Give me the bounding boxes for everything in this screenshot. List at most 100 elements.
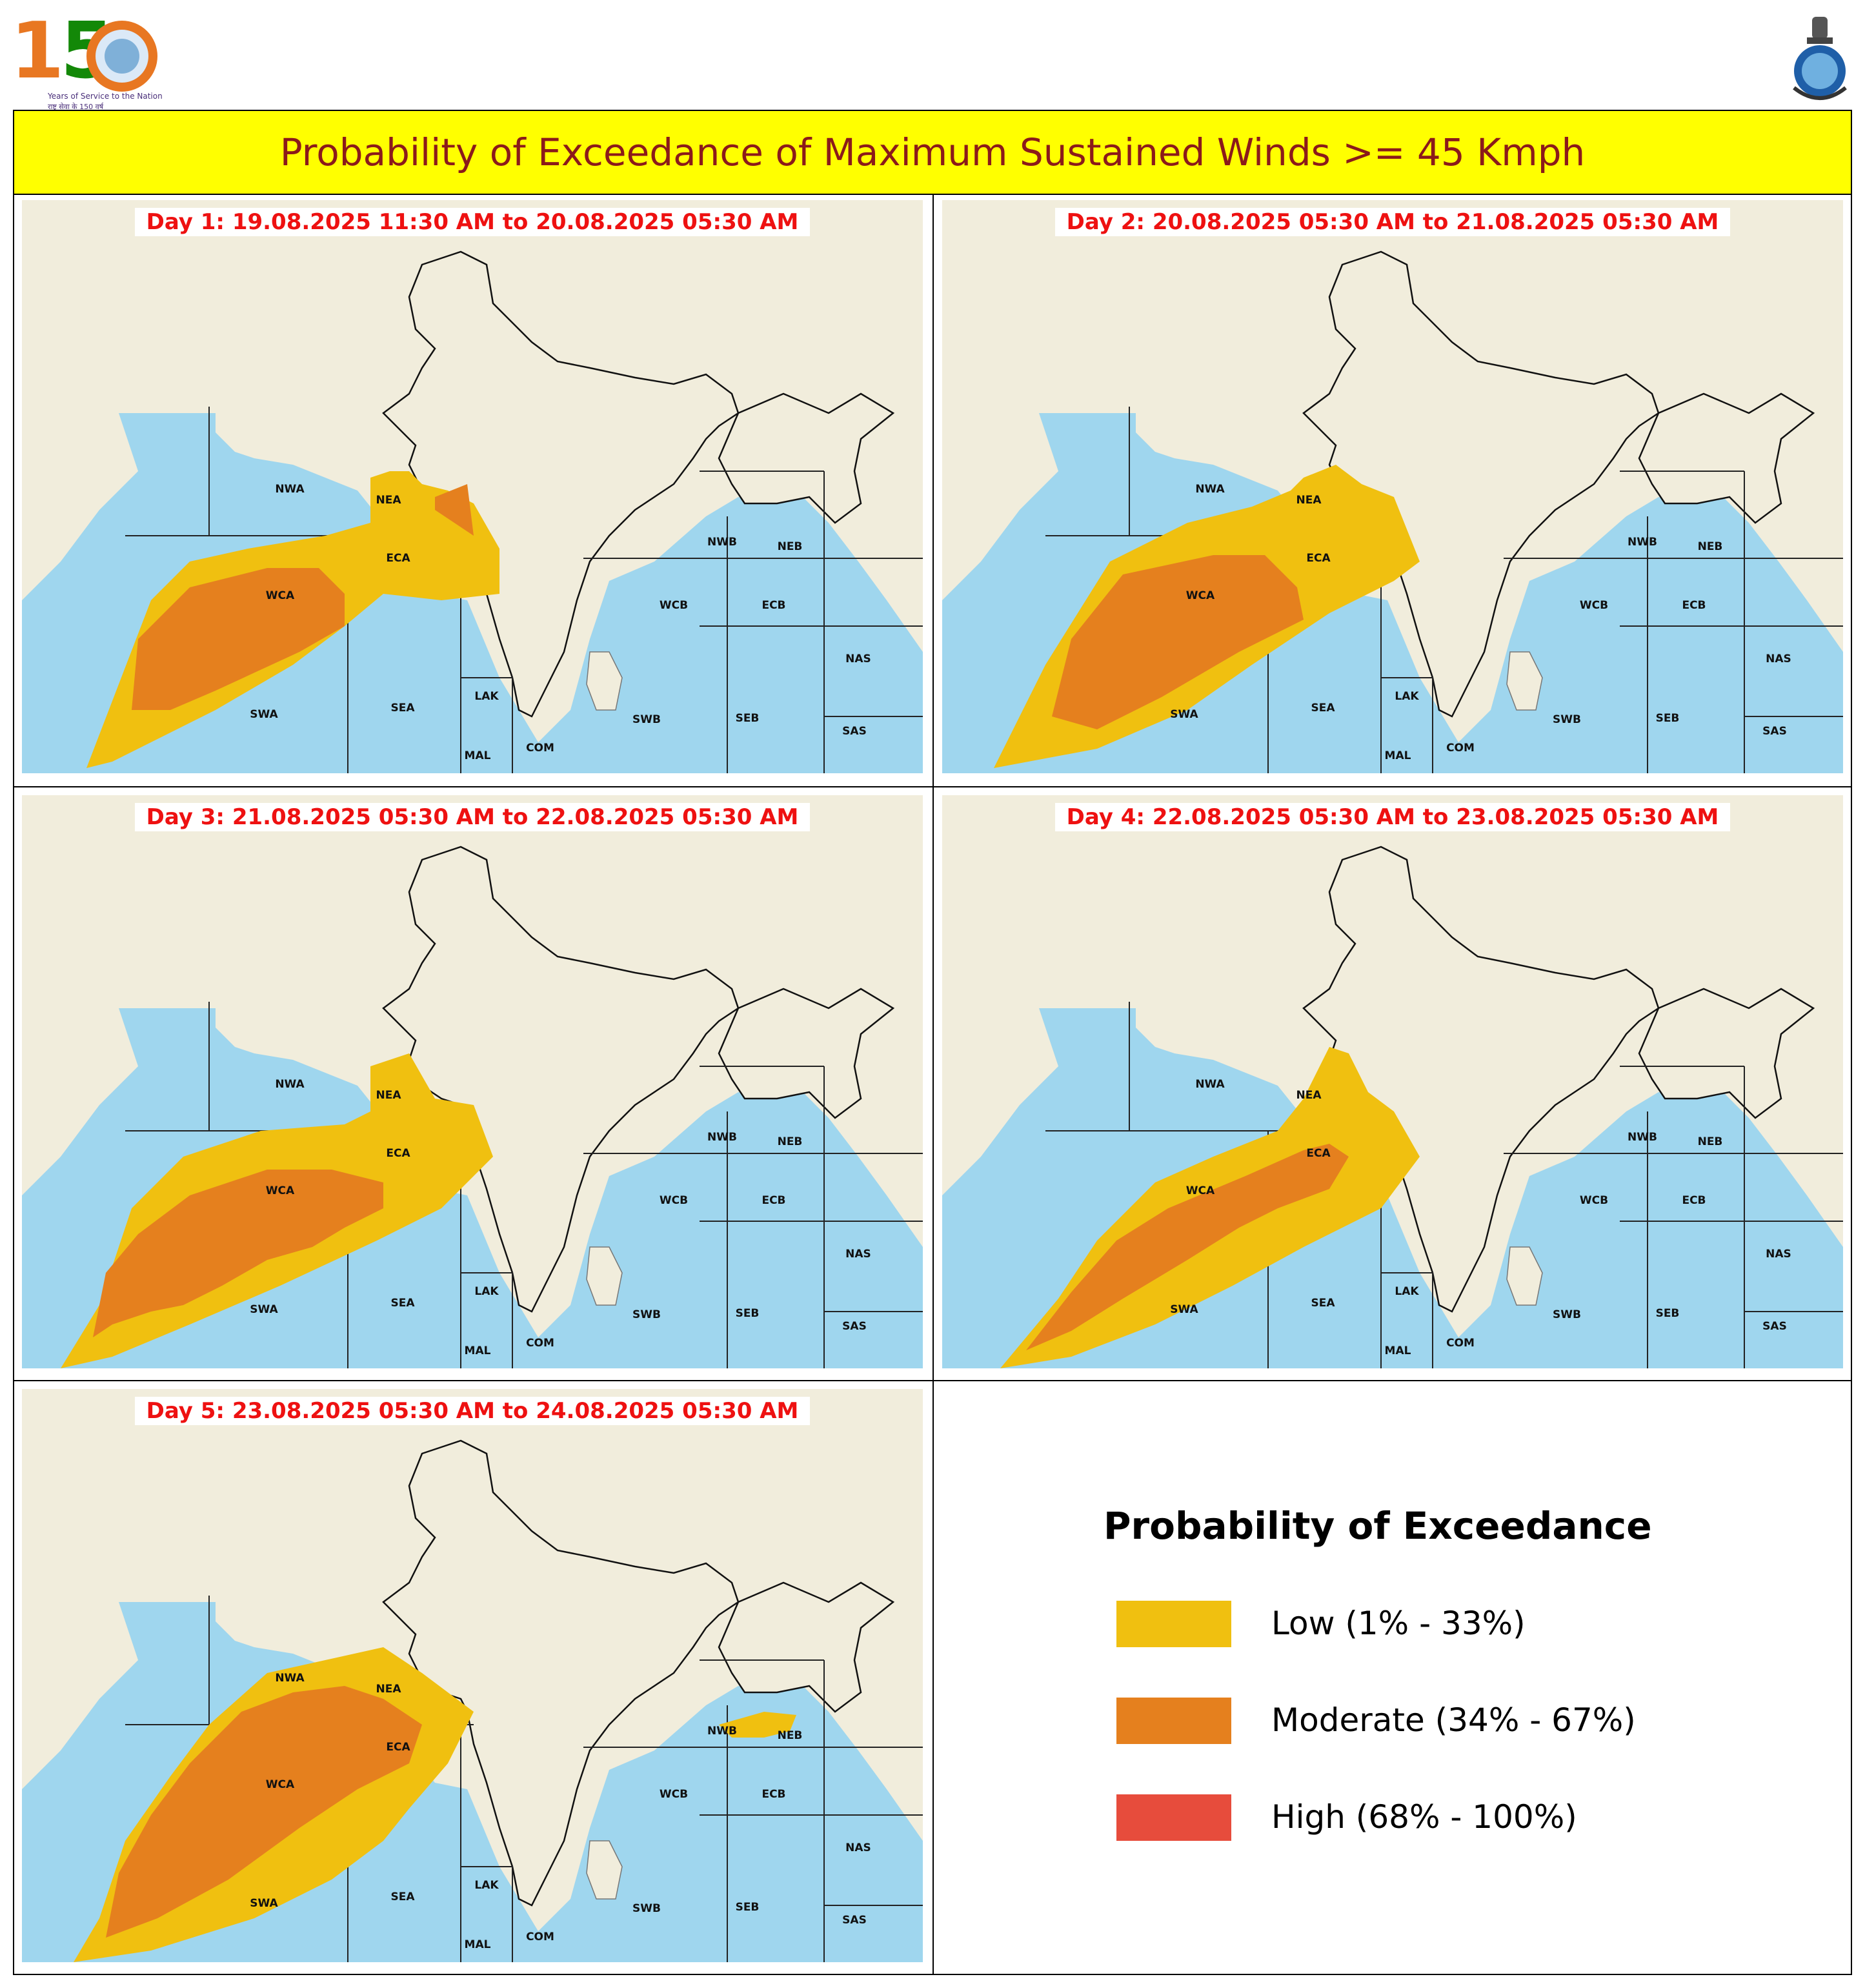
region-label-seb: SEB — [736, 712, 760, 725]
region-label-sas: SAS — [842, 1914, 867, 1927]
moderate-probability-area — [132, 568, 345, 710]
region-label-neb: NEB — [1698, 1135, 1723, 1148]
map-panel-day-3: NWA NEA WCA ECA SWA SEA LAK MAL COM NWB NEB WCB ECB N… — [22, 795, 923, 1368]
legend-label: Low (1% - 33%) — [1271, 1605, 1526, 1642]
basemap-svg: NWA NEA WCA ECA SWA SEA LAK MAL COM NWB NEB WCB ECB N… — [22, 1389, 923, 1962]
imd-150-logo: 15 Years of Service to the Nation राष्ट्… — [10, 6, 163, 111]
region-label-wcb: WCB — [660, 1788, 688, 1801]
region-label-sas: SAS — [1762, 725, 1787, 738]
legend-item-low: Low (1% - 33%) — [1116, 1601, 1697, 1652]
region-label-lak: LAK — [474, 1285, 499, 1298]
region-label-wca: WCA — [266, 1778, 295, 1791]
srilanka-outline — [586, 1840, 623, 1900]
region-label-nas: NAS — [845, 1841, 871, 1854]
region-label-nas: NAS — [845, 653, 871, 665]
region-label-nea: NEA — [376, 1683, 402, 1696]
national-emblem-icon — [1788, 12, 1852, 108]
logo-tagline: Years of Service to the Nation — [48, 92, 163, 101]
region-label-neb: NEB — [778, 540, 803, 553]
sea-region-boundary — [461, 677, 513, 773]
region-label-seb: SEB — [736, 1307, 760, 1320]
region-label-swb: SWB — [632, 713, 661, 726]
grid-divider — [14, 1380, 1851, 1381]
region-label-mal: MAL — [1385, 749, 1411, 762]
region-label-com: COM — [526, 742, 554, 755]
moderate-probability-area — [1052, 555, 1304, 729]
india-outline — [382, 846, 740, 1313]
srilanka-outline — [586, 1246, 623, 1306]
region-label-neb: NEB — [1698, 540, 1723, 553]
region-label-eca: ECA — [1306, 1147, 1331, 1160]
region-label-swb: SWB — [632, 1308, 661, 1321]
region-label-mal: MAL — [465, 1938, 491, 1951]
panel-label: Day 2: 20.08.2025 05:30 AM to 21.08.2025… — [1054, 208, 1731, 236]
legend: Probability of Exceedance Low (1% - 33%)… — [1097, 1497, 1678, 1885]
northeast-outline — [718, 988, 895, 1119]
northeast-outline — [718, 1581, 895, 1713]
title-bar: Probability of Exceedance of Maximum Sus… — [14, 111, 1851, 195]
low-probability-area — [719, 1712, 796, 1738]
region-label-wca: WCA — [1186, 589, 1215, 602]
region-label-com: COM — [526, 1931, 554, 1943]
region-label-nwa: NWA — [275, 483, 305, 496]
panel-label: Day 4: 22.08.2025 05:30 AM to 23.08.2025… — [1054, 803, 1731, 831]
legend-item-high: High (68% - 100%) — [1116, 1794, 1697, 1846]
region-label-sea: SEA — [390, 702, 415, 715]
region-label-nas: NAS — [1766, 653, 1791, 665]
region-label-wcb: WCB — [1580, 1194, 1608, 1207]
region-label-nwa: NWA — [1195, 1078, 1225, 1091]
region-label-com: COM — [1446, 1337, 1475, 1350]
region-label-nas: NAS — [1766, 1248, 1791, 1261]
region-label-swb: SWB — [1553, 1308, 1581, 1321]
panel-label: Day 1: 19.08.2025 11:30 AM to 20.08.2025… — [134, 208, 811, 236]
region-label-wca: WCA — [266, 1184, 295, 1197]
region-label-ecb: ECB — [761, 1788, 785, 1801]
region-label-lak: LAK — [474, 1879, 499, 1892]
map-panel-day-2: NWA NEA WCA ECA SWA SEA LAK MAL COM NWB NEB WCB ECB N… — [942, 200, 1843, 773]
region-label-sas: SAS — [842, 725, 867, 738]
region-label-sas: SAS — [842, 1320, 867, 1333]
region-label-nwb: NWB — [1628, 1131, 1657, 1144]
india-outline — [1302, 250, 1660, 718]
region-label-neb: NEB — [778, 1729, 803, 1742]
region-label-swa: SWA — [1170, 1303, 1198, 1316]
legend-label: High (68% - 100%) — [1271, 1798, 1577, 1836]
legend-swatch — [1116, 1794, 1231, 1841]
basemap-svg: NWA NEA WCA ECA SWA SEA LAK MAL COM NWB NEB WCB ECB N… — [22, 795, 923, 1368]
region-label-mal: MAL — [465, 749, 491, 762]
region-label-swa: SWA — [1170, 708, 1198, 721]
region-label-mal: MAL — [1385, 1344, 1411, 1357]
sea-region-boundary — [1381, 1272, 1433, 1368]
region-label-lak: LAK — [1395, 1285, 1419, 1298]
region-label-wca: WCA — [266, 589, 295, 602]
map-panel-day-4: NWA NEA WCA ECA SWA SEA LAK MAL COM NWB NEB WCB ECB N… — [942, 795, 1843, 1368]
region-label-nwb: NWB — [707, 536, 737, 549]
basemap-svg: NWA NEA WCA ECA SWA SEA LAK MAL COM NWB NEB WCB ECB N… — [942, 795, 1843, 1368]
region-label-sea: SEA — [1311, 702, 1335, 715]
region-label-sea: SEA — [390, 1297, 415, 1310]
region-label-ecb: ECB — [761, 1194, 785, 1207]
region-label-swa: SWA — [250, 708, 278, 721]
region-label-lak: LAK — [474, 690, 499, 703]
india-outline — [1302, 846, 1660, 1313]
basemap-svg: NWA NEA WCA ECA SWA SEA LAK MAL COM NWB NEB WCB ECB N… — [22, 200, 923, 773]
region-label-eca: ECA — [386, 552, 410, 565]
region-label-com: COM — [526, 1337, 554, 1350]
region-label-nea: NEA — [1296, 494, 1322, 507]
region-label-sea: SEA — [1311, 1297, 1335, 1310]
sea-region-boundary — [461, 1866, 513, 1962]
region-label-nwa: NWA — [1195, 483, 1225, 496]
region-label-nwb: NWB — [707, 1131, 737, 1144]
region-label-swb: SWB — [632, 1902, 661, 1915]
region-label-lak: LAK — [1395, 690, 1419, 703]
region-label-wcb: WCB — [660, 1194, 688, 1207]
region-label-swa: SWA — [250, 1897, 278, 1910]
region-label-nwb: NWB — [707, 1725, 737, 1738]
region-label-sas: SAS — [1762, 1320, 1787, 1333]
region-label-ecb: ECB — [761, 599, 785, 612]
moderate-probability-area — [93, 1170, 383, 1337]
panel-label: Day 3: 21.08.2025 05:30 AM to 22.08.2025… — [134, 803, 811, 831]
legend-swatch — [1116, 1698, 1231, 1744]
region-label-nea: NEA — [376, 1089, 402, 1102]
basemap-svg: NWA NEA WCA ECA SWA SEA LAK MAL COM NWB NEB WCB ECB N… — [942, 200, 1843, 773]
